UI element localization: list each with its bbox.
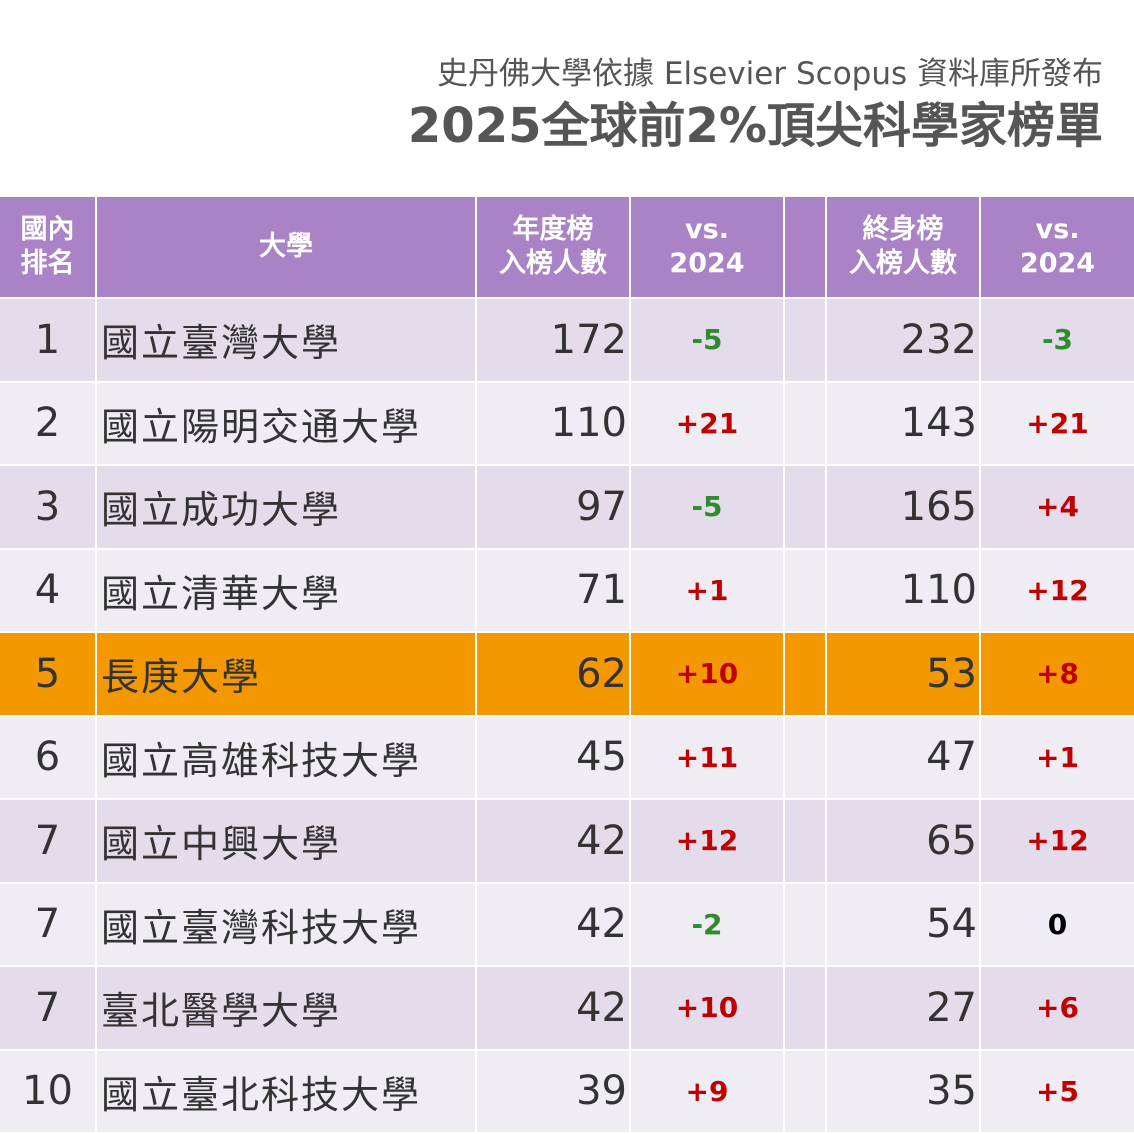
header-text: 入榜人數 [849,248,957,279]
name-cell: 國立臺灣科技大學 [97,883,475,965]
delta-cell: -5 [631,299,783,381]
name-cell: 國立清華大學 [97,549,475,631]
delta-cell: +10 [631,633,783,715]
num-cell: 65 [827,800,979,882]
name-cell: 國立臺灣大學 [97,299,475,381]
rank-cell: 7 [0,800,95,882]
gap-cell [785,883,825,965]
header-text: vs. [685,214,729,245]
rank-cell: 10 [0,1050,95,1132]
header-text: 2024 [669,248,745,279]
subtitle: 史丹佛大學依據 Elsevier Scopus 資料庫所發布 [437,56,1103,92]
header-text: 年度榜 [512,214,594,245]
rank-cell: 2 [0,382,95,464]
num-cell: 110 [827,549,979,631]
rank-cell: 7 [0,967,95,1049]
num-cell: 39 [477,1050,629,1132]
delta-cell: +1 [981,716,1134,798]
rank-cell: 3 [0,466,95,548]
delta-cell: +12 [981,549,1134,631]
delta-cell: -5 [631,466,783,548]
delta-cell: +12 [631,800,783,882]
gap-cell [785,716,825,798]
delta-cell: +4 [981,466,1134,548]
name-cell: 國立成功大學 [97,466,475,548]
rank-cell: 4 [0,549,95,631]
gap-cell [785,800,825,882]
name-cell: 臺北醫學大學 [97,967,475,1049]
header-text: vs. [1035,214,1080,245]
header-cell: 年度榜 入榜人數 [477,197,629,297]
gap-cell [785,1050,825,1132]
name-cell: 國立中興大學 [97,800,475,882]
delta-cell: -3 [981,299,1134,381]
num-cell: 97 [477,466,629,548]
header-cell: 大學 [97,197,475,297]
num-cell: 143 [827,382,979,464]
delta-cell: +21 [631,382,783,464]
num-cell: 71 [477,549,629,631]
gap-cell [785,299,825,381]
header-text: 排名 [20,248,75,279]
num-cell: 35 [827,1050,979,1132]
gap-cell [785,549,825,631]
num-cell: 54 [827,883,979,965]
header-text: 大學 [259,231,313,262]
delta-cell: +8 [981,633,1134,715]
gap-cell [785,466,825,548]
name-cell: 國立臺北科技大學 [97,1050,475,1132]
gap-cell [785,382,825,464]
rank-cell: 1 [0,299,95,381]
delta-cell: +9 [631,1050,783,1132]
num-cell: 165 [827,466,979,548]
num-cell: 62 [477,633,629,715]
header-text: 終身榜 [862,214,944,245]
rank-cell: 5 [0,633,95,715]
num-cell: 53 [827,633,979,715]
header-cell: vs. 2024 [981,197,1134,297]
num-cell: 45 [477,716,629,798]
title: 2025全球前2%頂尖科學家榜單 [407,98,1103,154]
delta-cell: -2 [631,883,783,965]
num-cell: 42 [477,883,629,965]
header-cell: vs. 2024 [631,197,783,297]
num-cell: 42 [477,800,629,882]
delta-cell: +12 [981,800,1134,882]
delta-cell: +11 [631,716,783,798]
gap-cell [785,633,825,715]
header-gap [785,197,825,297]
delta-cell: +5 [981,1050,1134,1132]
delta-cell: +6 [981,967,1134,1049]
header-cell: 終身榜 入榜人數 [827,197,979,297]
num-cell: 232 [827,299,979,381]
name-cell: 國立陽明交通大學 [97,382,475,464]
num-cell: 172 [477,299,629,381]
delta-cell: +21 [981,382,1134,464]
delta-cell: +1 [631,549,783,631]
gap-cell [785,967,825,1049]
header-text: 2024 [1019,248,1096,279]
header-cell: 國內 排名 [0,197,95,297]
num-cell: 42 [477,967,629,1049]
delta-cell: 0 [981,883,1134,965]
num-cell: 110 [477,382,629,464]
num-cell: 47 [827,716,979,798]
header-text: 入榜人數 [499,248,607,279]
header-text: 國內 [20,214,75,245]
delta-cell: +10 [631,967,783,1049]
num-cell: 27 [827,967,979,1049]
rank-cell: 6 [0,716,95,798]
name-cell: 國立高雄科技大學 [97,716,475,798]
rank-cell: 7 [0,883,95,965]
name-cell: 長庚大學 [97,633,475,715]
